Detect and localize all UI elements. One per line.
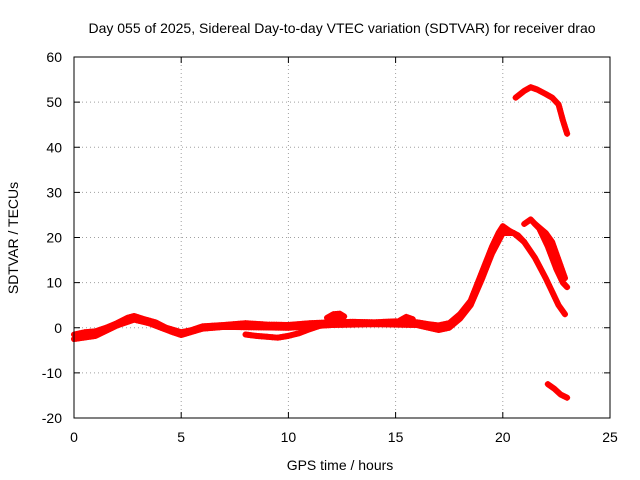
data-point [564,284,571,291]
x-tick-label: 15 [388,429,404,445]
x-axis-title: GPS time / hours [287,457,394,473]
data-point [293,330,300,337]
x-tick-label: 0 [70,429,78,445]
data-point [409,316,416,323]
x-tick-label: 10 [281,429,297,445]
data-point [561,311,568,318]
grid-lines [74,57,610,418]
y-tick-label: 10 [46,275,62,291]
data-point [564,394,571,401]
series-low-tail [544,381,571,401]
y-tick-label: -20 [42,410,62,426]
x-tick-label: 5 [177,429,185,445]
series-descending-a [510,229,568,318]
y-tick-label: -10 [42,365,62,381]
series-lump-15-5h [396,313,416,324]
data-point [564,130,571,137]
y-tick-label: 50 [46,94,62,110]
data-point [285,332,292,339]
series-descending-c [531,220,568,282]
series-main-offset-band [71,229,517,343]
data-point [288,332,295,339]
x-tick-label: 25 [602,429,618,445]
series-high-arc [512,84,571,137]
data-point [341,313,348,320]
data-series [71,84,571,401]
series-dip-8-to-10h [242,313,345,341]
x-tick-label: 20 [495,429,511,445]
y-tick-label: 0 [54,320,62,336]
chart-title: Day 055 of 2025, Sidereal Day-to-day VTE… [88,20,595,36]
axis-ticks: 0 5 10 15 20 25 -20 -10 0 10 20 30 40 50 60 [42,49,618,445]
y-tick-label: 60 [46,49,62,65]
series-lump-12h [323,310,348,321]
y-tick-label: 40 [46,139,62,155]
data-point [290,331,297,338]
data-point [561,275,568,282]
y-axis-title: SDTVAR / TECUs [5,182,21,294]
y-tick-label: 20 [46,230,62,246]
y-tick-label: 30 [46,184,62,200]
